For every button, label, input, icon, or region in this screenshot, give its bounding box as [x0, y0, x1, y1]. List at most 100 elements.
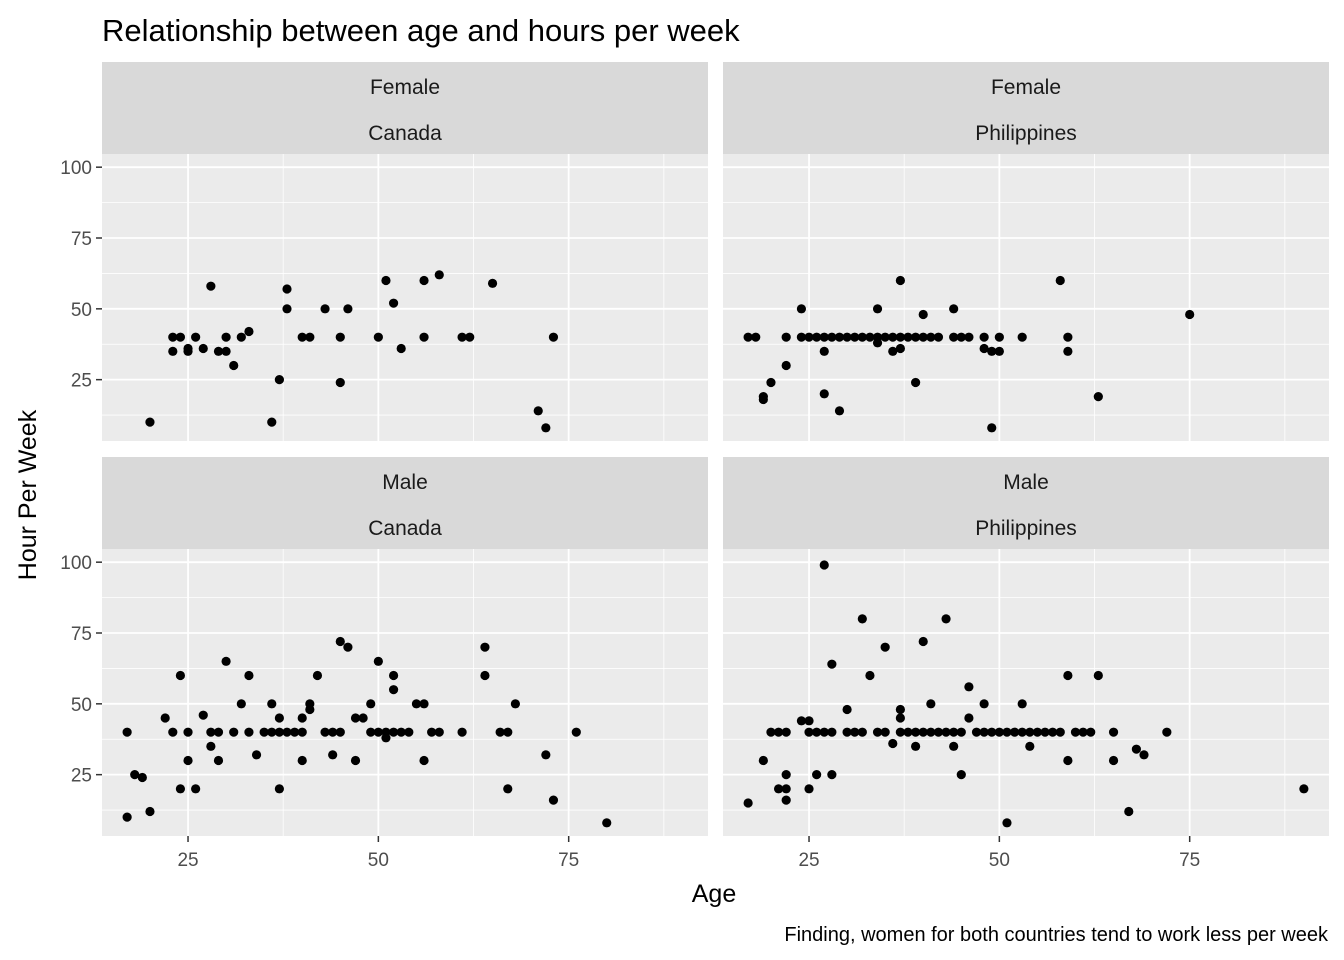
data-point — [918, 332, 928, 342]
data-point — [236, 332, 246, 342]
data-point — [1078, 727, 1088, 737]
chart-title: Relationship between age and hours per w… — [102, 13, 740, 48]
data-point — [979, 699, 989, 709]
data-point — [191, 784, 201, 794]
data-point — [388, 298, 399, 308]
data-point — [1032, 727, 1043, 737]
data-point — [297, 727, 307, 737]
data-point — [320, 727, 330, 737]
data-point — [183, 343, 193, 354]
data-point — [320, 304, 330, 314]
data-point — [1185, 309, 1195, 320]
data-point — [842, 332, 852, 342]
data-point — [804, 716, 814, 726]
data-point — [221, 332, 231, 342]
data-point — [343, 642, 353, 652]
y-tick-label: 100 — [60, 158, 92, 179]
data-point — [229, 727, 239, 737]
data-point — [773, 784, 784, 794]
data-point — [427, 727, 437, 737]
y-tick-label: 50 — [71, 300, 92, 321]
x-tick-label: 25 — [798, 850, 819, 871]
data-point — [229, 360, 239, 371]
data-point — [865, 670, 875, 681]
data-point — [1070, 727, 1081, 737]
facet-strip — [723, 457, 1329, 549]
data-point — [487, 278, 498, 288]
data-point — [328, 750, 338, 760]
data-point — [781, 784, 791, 794]
data-point — [396, 343, 406, 354]
data-point — [1055, 275, 1065, 286]
data-point — [388, 685, 399, 695]
data-point — [872, 338, 883, 348]
data-point — [827, 727, 837, 737]
data-point — [510, 699, 520, 709]
data-point — [541, 423, 551, 433]
data-point — [834, 406, 845, 416]
data-point — [297, 755, 307, 766]
data-point — [926, 699, 936, 709]
data-point — [274, 784, 284, 794]
data-point — [1025, 727, 1035, 737]
data-point — [1055, 727, 1065, 737]
data-point — [766, 727, 776, 737]
data-point — [781, 795, 791, 805]
data-point — [1017, 699, 1027, 709]
y-tick-label: 50 — [71, 695, 92, 716]
y-tick-label: 100 — [60, 553, 92, 574]
data-point — [548, 332, 559, 342]
data-point — [880, 642, 890, 652]
data-point — [381, 275, 391, 286]
data-point — [183, 755, 193, 766]
facet-panel-male-philippines: Male Philippines 25 50 75 — [723, 457, 1329, 871]
data-point — [335, 636, 345, 647]
data-point — [834, 332, 845, 342]
data-point — [168, 346, 178, 356]
data-point — [994, 727, 1004, 737]
data-point — [259, 727, 269, 737]
data-point — [994, 346, 1004, 356]
data-point — [796, 716, 807, 726]
data-point — [911, 727, 921, 737]
data-point — [137, 772, 147, 783]
x-tick-label: 25 — [177, 850, 198, 871]
data-point — [373, 656, 383, 666]
data-point — [987, 727, 997, 737]
data-point — [819, 727, 829, 737]
data-point — [1299, 784, 1309, 794]
data-point — [773, 727, 784, 737]
data-point — [312, 670, 323, 681]
strip-label-country: Canada — [368, 122, 442, 145]
data-point — [160, 713, 170, 723]
data-point — [743, 332, 753, 342]
x-tick-label: 50 — [368, 850, 389, 871]
data-point — [758, 392, 768, 402]
data-point — [842, 704, 852, 715]
data-point — [191, 332, 201, 342]
data-point — [918, 309, 928, 320]
data-point — [850, 332, 860, 342]
data-point — [366, 699, 376, 709]
data-point — [503, 727, 513, 737]
strip-label-country: Canada — [368, 517, 442, 540]
facet-strip — [102, 62, 708, 154]
data-point — [602, 818, 612, 828]
data-point — [1040, 727, 1050, 737]
data-point — [411, 699, 422, 709]
data-point — [781, 727, 791, 737]
data-point — [956, 332, 966, 342]
data-point — [1009, 727, 1020, 737]
data-point — [804, 784, 814, 794]
data-point — [1108, 727, 1119, 737]
data-point — [571, 727, 581, 737]
data-point — [503, 784, 513, 794]
data-point — [888, 332, 898, 342]
data-point — [1002, 818, 1012, 828]
data-point — [1048, 727, 1058, 737]
data-point — [282, 284, 292, 294]
data-point — [1093, 670, 1103, 681]
data-point — [267, 699, 277, 709]
data-point — [419, 699, 429, 709]
